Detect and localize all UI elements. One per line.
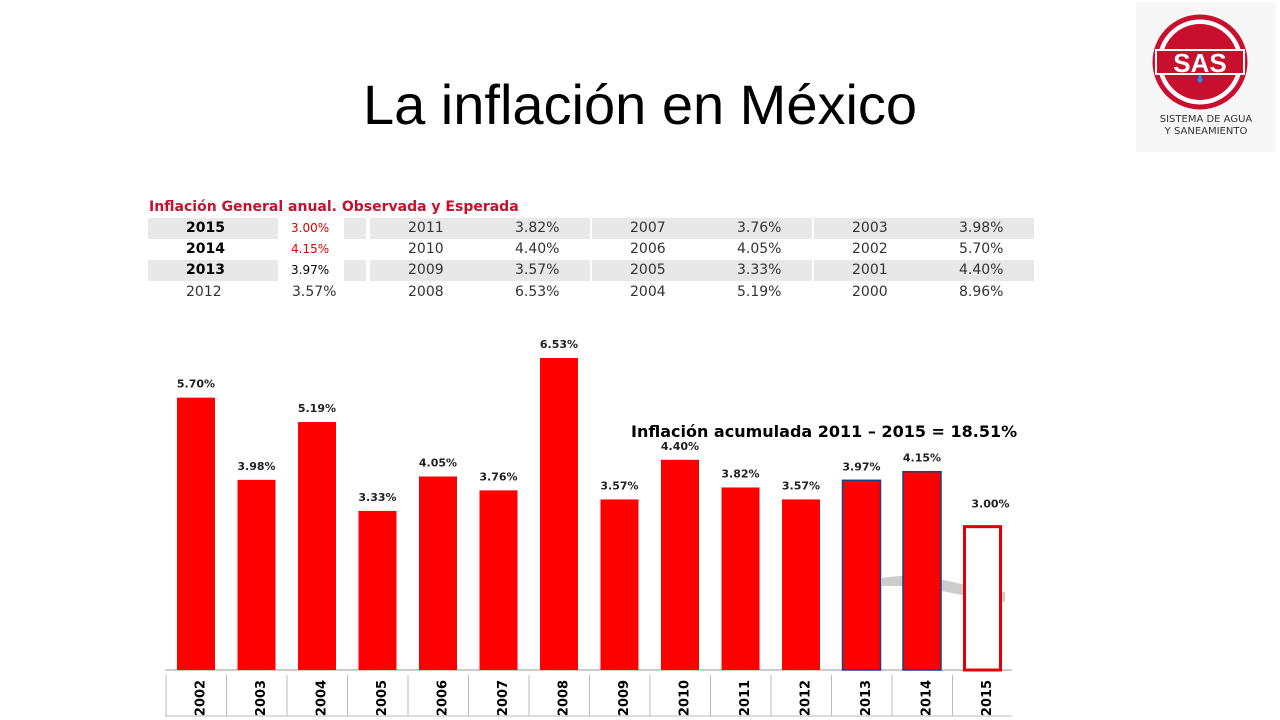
table-year-cell: 2000 — [852, 284, 888, 300]
x-tick-2005: 2005 — [375, 680, 390, 716]
bar-label-2012: 3.57% — [782, 479, 820, 492]
table-year-cell: 2005 — [630, 262, 666, 278]
x-tick-2006: 2006 — [436, 680, 451, 716]
table-value-cell: 3.97% — [291, 263, 330, 277]
bar-2008 — [540, 358, 578, 670]
bar-2002 — [177, 397, 215, 670]
table-value-cell: 3.00% — [291, 221, 330, 235]
table-year-cell: 2011 — [408, 220, 444, 236]
x-tick-2014: 2014 — [920, 680, 935, 716]
x-tick-2008: 2008 — [557, 680, 572, 716]
bar-label-2007: 3.76% — [479, 470, 517, 483]
x-tick-2012: 2012 — [799, 680, 814, 716]
table-year-cell: 2010 — [408, 241, 444, 257]
table-value-cell: 3.98% — [959, 220, 1004, 236]
bar-2010 — [661, 459, 699, 670]
slide-title: La inflación en México — [362, 73, 918, 136]
table-value-cell: 3.57% — [515, 262, 560, 278]
table-row-shade — [592, 218, 812, 239]
bar-label-2015: 3.00% — [971, 498, 1009, 511]
table-value-cell: 3.33% — [737, 262, 782, 278]
table-value-cell: 5.19% — [737, 284, 782, 300]
svg-text:SAS: SAS — [1173, 48, 1226, 78]
x-tick-2010: 2010 — [678, 680, 693, 716]
table-row-shade — [814, 260, 1034, 281]
table-row-shade — [148, 218, 278, 239]
bar-2009 — [600, 499, 639, 670]
table-value-cell: 3.82% — [515, 220, 560, 236]
sas-logo: SAS SISTEMA DE AGUA Y SANEAMIENTO — [1136, 2, 1276, 152]
x-tick-2007: 2007 — [496, 680, 511, 716]
table-value-cell: 4.40% — [515, 241, 560, 257]
bar-2004 — [298, 422, 336, 670]
table-year-cell: 2006 — [630, 241, 666, 257]
bar-2014 — [902, 470, 942, 671]
bar-label-2006: 4.05% — [419, 456, 457, 469]
accumulated-inflation-note: Inflación acumulada 2011 – 2015 = 18.51% — [631, 422, 1018, 441]
table-year-cell: 2002 — [852, 241, 888, 257]
x-tick-2009: 2009 — [617, 680, 632, 716]
table-value-cell: 4.05% — [737, 241, 782, 257]
table-row-shade — [370, 218, 590, 239]
bar-label-2008: 6.53% — [540, 338, 578, 351]
table-row-shade — [344, 260, 366, 281]
table-year-cell: 2001 — [852, 262, 888, 278]
table-row-shade — [592, 260, 812, 281]
logo-line-2: Y SANEAMIENTO — [1164, 126, 1248, 137]
table-value-cell: 3.57% — [292, 284, 337, 300]
bar-label-2010: 4.40% — [661, 440, 699, 453]
bar-2011 — [721, 487, 760, 670]
table-row-shade — [814, 218, 1034, 239]
bar-label-2011: 3.82% — [721, 467, 759, 480]
table-value-cell: 8.96% — [959, 284, 1004, 300]
table-year-cell: 2004 — [630, 284, 666, 300]
bar-label-2003: 3.98% — [237, 460, 275, 473]
x-tick-2003: 2003 — [254, 680, 269, 716]
table-year-cell: 2014 — [186, 241, 225, 257]
bar-2012 — [782, 499, 820, 670]
bar-2005 — [358, 510, 397, 670]
table-year-cell: 2008 — [408, 284, 444, 300]
x-tick-2013: 2013 — [859, 680, 874, 716]
table-value-cell: 4.40% — [959, 262, 1004, 278]
x-tick-2004: 2004 — [315, 680, 330, 716]
table-year-cell: 2015 — [186, 220, 225, 236]
bar-label-2002: 5.70% — [177, 378, 215, 391]
table-row-shade — [344, 218, 366, 239]
table-value-cell: 3.76% — [737, 220, 782, 236]
bar-label-2004: 5.19% — [298, 402, 336, 415]
bar-2013 — [841, 479, 882, 671]
bar-2015 — [963, 525, 1002, 672]
table-year-cell: 2007 — [630, 220, 666, 236]
table-value-cell: 5.70% — [959, 241, 1004, 257]
bar-2007 — [479, 490, 518, 670]
bar-label-2009: 3.57% — [600, 479, 638, 492]
logo-line-1: SISTEMA DE AGUA — [1159, 114, 1253, 125]
bar-label-2013: 3.97% — [842, 460, 880, 473]
table-title: Inflación General anual. Observada y Esp… — [149, 199, 519, 215]
table-row-shade — [148, 260, 278, 281]
table-value-cell: 6.53% — [515, 284, 560, 300]
bar-2003 — [237, 479, 276, 670]
table-year-cell: 2013 — [186, 262, 225, 278]
x-tick-2011: 2011 — [738, 680, 753, 716]
table-value-cell: 4.15% — [291, 242, 330, 256]
bar-2006 — [419, 476, 457, 670]
bar-label-2014: 4.15% — [903, 452, 941, 465]
table-year-cell: 2003 — [852, 220, 888, 236]
table-year-cell: 2009 — [408, 262, 444, 278]
x-tick-2015: 2015 — [980, 680, 995, 716]
table-row-shade — [370, 260, 590, 281]
table-year-cell: 2012 — [186, 284, 222, 300]
x-tick-2002: 2002 — [194, 680, 209, 716]
bar-label-2005: 3.33% — [358, 491, 396, 504]
